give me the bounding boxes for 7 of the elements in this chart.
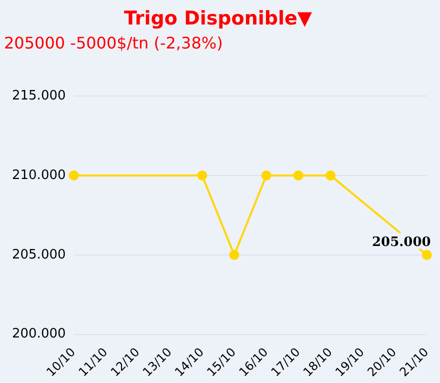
y-tick-label: 205.000 — [12, 247, 66, 262]
data-label: 205.000 — [372, 234, 431, 250]
y-tick-label: 215.000 — [12, 88, 66, 104]
chart-title: Trigo Disponible▼ — [124, 7, 312, 30]
chart-subtitle: 205000 -5000$/tn (-2,38%) — [4, 34, 223, 53]
y-tick-label: 210.000 — [12, 168, 66, 183]
y-tick-label: 200.000 — [12, 326, 66, 342]
